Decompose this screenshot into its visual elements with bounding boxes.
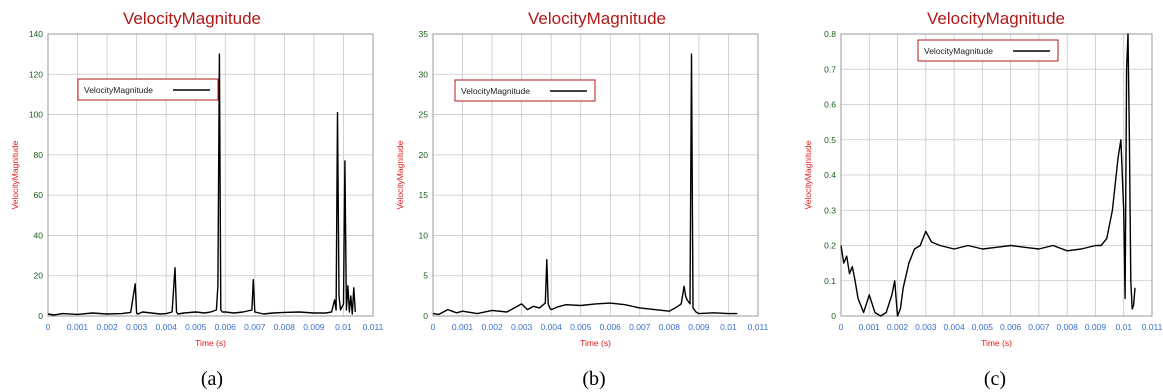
chart-panel-3: VelocityMagnitude 0 0.001 0.002 0.003 0.004 0.… [803, 9, 1163, 390]
y-tick-label: 80 [34, 150, 44, 160]
y-tick-label: 0.8 [824, 29, 836, 39]
legend-box [77, 78, 219, 101]
y-tick-label: 0.4 [824, 170, 836, 180]
chart-panel-1: VelocityMagnitude 0 0.001 0.002 0.003 0.004 0.… [10, 9, 384, 390]
x-tick-label: 0.011 [748, 322, 769, 332]
x-tick-label: 0.009 [1085, 322, 1107, 332]
panel-caption: (b) [582, 368, 605, 390]
y-tick-label: 15 [419, 190, 429, 200]
x-tick-label: 0.01 [720, 322, 737, 332]
y-tick-label: 140 [29, 29, 43, 39]
y-axis-label: VelocityMagnitude [803, 140, 813, 209]
x-tick-label: 0.007 [244, 322, 266, 332]
x-tick-label: 0.009 [303, 322, 325, 332]
y-tick-label: 0 [38, 311, 43, 321]
x-tick-label: 0.007 [629, 322, 651, 332]
plot-frame [432, 33, 759, 317]
chart-title: VelocityMagnitude [123, 9, 261, 28]
x-tick-label: 0.008 [659, 322, 681, 332]
panel-caption: (a) [201, 368, 223, 390]
x-axis-label: Time (s) [580, 338, 611, 348]
x-tick-label: 0.003 [915, 322, 937, 332]
series-line [432, 53, 738, 316]
x-tick-label: 0.001 [67, 322, 89, 332]
legend-box [917, 39, 1059, 62]
y-tick-label: 120 [29, 69, 43, 79]
y-tick-label: 30 [419, 69, 429, 79]
x-tick-label: 0.005 [972, 322, 994, 332]
series-line [840, 33, 1136, 317]
x-tick-label: 0.011 [363, 322, 384, 332]
legend-label: VelocityMagnitude [461, 86, 530, 96]
y-axis-label: VelocityMagnitude [395, 140, 405, 209]
y-tick-label: 0.1 [824, 276, 836, 286]
x-tick-label: 0.001 [452, 322, 474, 332]
y-tick-label: 25 [419, 110, 429, 120]
x-tick-label: 0.007 [1028, 322, 1050, 332]
x-tick-label: 0.011 [1142, 322, 1163, 332]
x-tick-label: 0.002 [481, 322, 503, 332]
x-tick-label: 0 [46, 322, 51, 332]
x-tick-label: 0.008 [1057, 322, 1079, 332]
x-axis-label: Time (s) [981, 338, 1012, 348]
series-line [47, 53, 356, 316]
x-tick-label: 0.004 [541, 322, 563, 332]
x-tick-label: 0.005 [570, 322, 592, 332]
y-tick-label: 20 [34, 271, 44, 281]
plot-frame [47, 33, 374, 317]
y-tick-label: 0.5 [824, 135, 836, 145]
y-tick-label: 100 [29, 110, 43, 120]
y-tick-label: 0 [423, 311, 428, 321]
x-tick-label: 0.004 [943, 322, 965, 332]
x-tick-label: 0.005 [185, 322, 207, 332]
x-tick-label: 0.009 [688, 322, 710, 332]
x-tick-label: 0.01 [1115, 322, 1132, 332]
x-tick-label: 0.004 [156, 322, 178, 332]
y-tick-label: 35 [419, 29, 429, 39]
y-tick-label: 0.6 [824, 100, 836, 110]
legend-label: VelocityMagnitude [924, 46, 993, 56]
legend-box [454, 79, 596, 102]
x-tick-label: 0.006 [1000, 322, 1022, 332]
x-tick-label: 0.003 [511, 322, 533, 332]
y-tick-label: 5 [423, 271, 428, 281]
y-tick-label: 10 [419, 230, 429, 240]
x-tick-label: 0.008 [274, 322, 296, 332]
chart-title: VelocityMagnitude [528, 9, 666, 28]
x-axis-label: Time (s) [195, 338, 226, 348]
chart-panel-2: VelocityMagnitude 0 0.001 0.002 0.003 0.004 0.… [395, 9, 769, 390]
x-tick-label: 0.01 [335, 322, 352, 332]
y-tick-label: 0.3 [824, 205, 836, 215]
x-tick-label: 0.003 [126, 322, 148, 332]
y-tick-label: 40 [34, 230, 44, 240]
x-tick-label: 0.001 [859, 322, 881, 332]
y-tick-label: 20 [419, 150, 429, 160]
x-tick-label: 0 [839, 322, 844, 332]
x-tick-label: 0 [431, 322, 436, 332]
legend-label: VelocityMagnitude [84, 85, 153, 95]
plot-frame [840, 33, 1153, 317]
x-tick-label: 0.006 [215, 322, 237, 332]
x-tick-label: 0.002 [887, 322, 909, 332]
x-tick-label: 0.006 [600, 322, 622, 332]
y-axis-label: VelocityMagnitude [10, 140, 20, 209]
x-tick-label: 0.002 [96, 322, 118, 332]
y-tick-label: 0.7 [824, 64, 836, 74]
y-tick-label: 60 [34, 190, 44, 200]
chart-title: VelocityMagnitude [927, 9, 1065, 28]
y-tick-label: 0 [831, 311, 836, 321]
y-tick-label: 0.2 [824, 241, 836, 251]
panel-caption: (c) [984, 368, 1006, 390]
